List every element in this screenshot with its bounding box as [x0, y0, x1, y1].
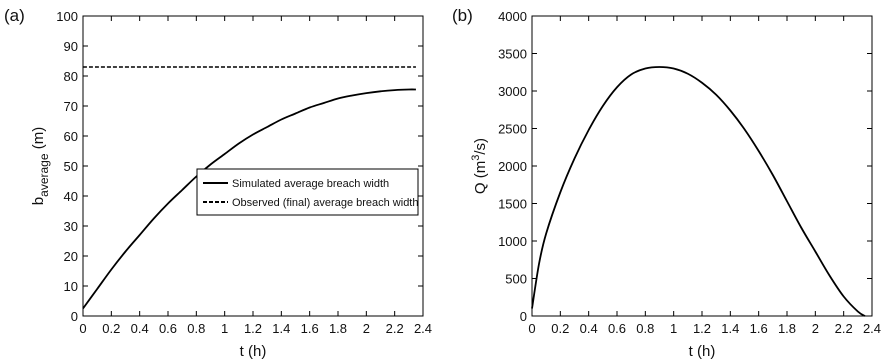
legend-box-a	[196, 168, 419, 216]
y-axis-label-b: Q (m3/s)	[470, 138, 489, 194]
legend-entry-simulated: Simulated average breach width	[232, 178, 389, 190]
y-tick-label: 1000	[498, 234, 527, 249]
y-tick-label: 20	[64, 249, 78, 264]
x-tick-label: 0.6	[159, 321, 177, 336]
plot-frame-b	[531, 15, 873, 317]
x-tick-label: 2	[812, 321, 819, 336]
y-tick-label: 4000	[498, 9, 527, 24]
legend-entry-observed: Observed (final) average breach width	[232, 197, 418, 209]
y-tick-label: 30	[64, 219, 78, 234]
y-tick-label: 90	[64, 39, 78, 54]
x-tick-label: 1	[670, 321, 677, 336]
x-tick-label: 0.8	[187, 321, 205, 336]
y-tick-label: 3000	[498, 84, 527, 99]
x-tick-label: 2.4	[414, 321, 432, 336]
y-tick-label: 10	[64, 279, 78, 294]
y-axis-a: 0 10 20 30 40 50 60 70 80 90 100	[56, 9, 423, 324]
panel-label-a: (a)	[4, 6, 25, 25]
y-axis-b: 0 500 1000 1500 2000 2500 3000 3500 4000	[498, 9, 872, 324]
series-line-simulated	[82, 88, 416, 310]
x-axis-label-b: t (h)	[689, 343, 716, 360]
x-tick-label: 1.4	[272, 321, 290, 336]
chart-a: (a) 0 10 20 30 40 50 60 70 80 90 100 0 0.2 0.4 0.6 0.8…	[4, 6, 432, 360]
series-line-simulated	[531, 66, 866, 317]
y-tick-label: 70	[64, 99, 78, 114]
y-tick-label: 2000	[498, 159, 527, 174]
y-axis-label-a-main: b	[30, 197, 47, 205]
x-tick-label: 1.4	[721, 321, 739, 336]
y-tick-label: 50	[64, 159, 78, 174]
y-axis-label-a-unit: (m)	[30, 127, 47, 154]
y-tick-label: 40	[64, 189, 78, 204]
legend-a: Simulated average breach width Observed …	[196, 168, 419, 216]
x-tick-label: 0.4	[131, 321, 149, 336]
y-axis-label-b-unit: /s)	[472, 138, 489, 155]
x-tick-label: 0.2	[102, 321, 120, 336]
y-tick-label: 60	[64, 129, 78, 144]
x-tick-label: 0	[528, 321, 535, 336]
x-tick-label: 0.8	[636, 321, 654, 336]
x-tick-label: 2.4	[863, 321, 881, 336]
x-tick-label: 2.2	[386, 321, 404, 336]
x-axis-b: 0 0.2 0.4 0.6 0.8 1 1.2 1.4 1.6 1.8 2 2.2 2.4	[528, 16, 881, 336]
x-tick-label: 2	[363, 321, 370, 336]
y-tick-label: 100	[56, 9, 78, 24]
x-axis-a: 0 0.2 0.4 0.6 0.8 1 1.2 1.4 1.6 1.8 2 2.2 2.4	[79, 16, 432, 336]
series-group-b	[531, 66, 866, 317]
y-tick-label: 80	[64, 69, 78, 84]
y-axis-label-a-subscript: average	[37, 153, 51, 197]
x-tick-label: 1.8	[329, 321, 347, 336]
y-tick-label: 1500	[498, 197, 527, 212]
series-group-a	[82, 66, 416, 310]
y-tick-label: 500	[505, 272, 527, 287]
y-tick-label: 2500	[498, 122, 527, 137]
y-tick-label: 3500	[498, 47, 527, 62]
x-tick-label: 1.2	[693, 321, 711, 336]
x-tick-label: 1.6	[750, 321, 768, 336]
panel-label-b: (b)	[452, 6, 473, 25]
x-tick-label: 0.2	[551, 321, 569, 336]
x-tick-label: 1.8	[778, 321, 796, 336]
y-tick-label: 0	[71, 309, 78, 324]
x-tick-label: 1.6	[301, 321, 319, 336]
y-axis-label-b-main: Q (m	[472, 161, 489, 194]
x-tick-label: 0	[79, 321, 86, 336]
y-axis-label-a: baverage (m)	[30, 127, 51, 205]
chart-b: (b) 0 500 1000 1500 2000 2500 3000 3500 4000 0 0.…	[452, 6, 881, 360]
y-axis-label-b-superscript: 3	[470, 155, 482, 161]
plot-frame-a	[82, 15, 424, 317]
x-axis-label-a: t (h)	[240, 343, 267, 360]
x-tick-label: 0.6	[608, 321, 626, 336]
x-tick-label: 1.2	[244, 321, 262, 336]
y-tick-label: 0	[520, 309, 527, 324]
x-tick-label: 1	[221, 321, 228, 336]
x-tick-label: 0.4	[580, 321, 598, 336]
x-tick-label: 2.2	[835, 321, 853, 336]
